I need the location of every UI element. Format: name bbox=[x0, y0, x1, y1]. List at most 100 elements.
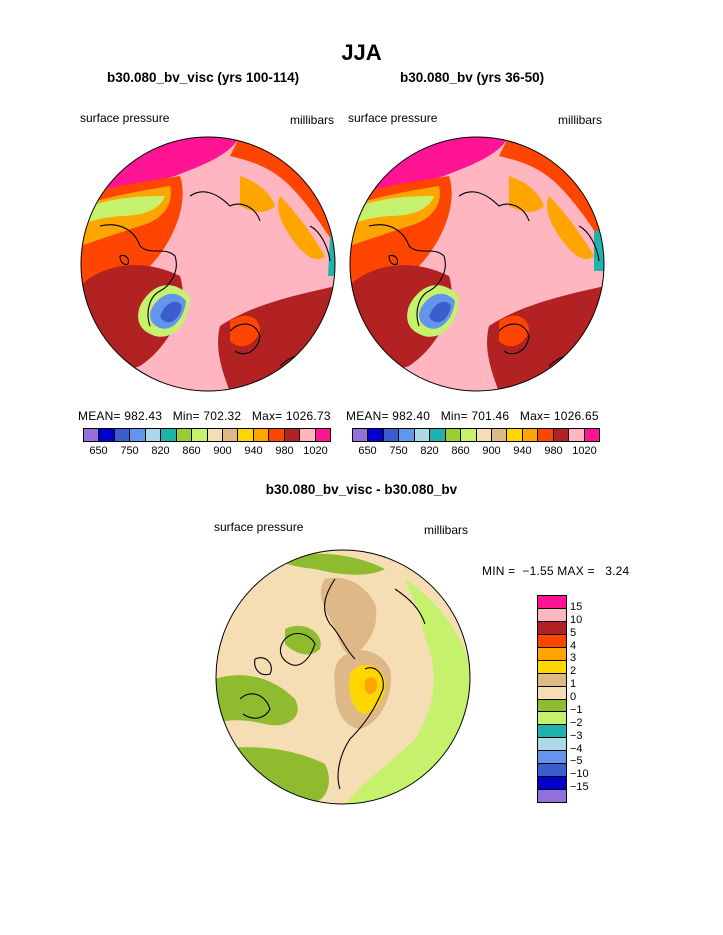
colorbar-swatch bbox=[269, 429, 285, 441]
colorbar-tick-label: 15 bbox=[570, 600, 583, 613]
colorbar-tick-label: 4 bbox=[570, 639, 577, 652]
panel2-variable-label: surface pressure bbox=[348, 111, 438, 125]
diff-stats: MIN = −1.55 MAX = 3.24 bbox=[482, 564, 630, 578]
colorbar-tick-label: 5 bbox=[570, 626, 577, 639]
colorbar-tick-label: 900 bbox=[482, 445, 501, 457]
colorbar-swatch bbox=[145, 429, 162, 441]
colorbar-swatch bbox=[383, 429, 400, 441]
colorbar-swatch bbox=[538, 764, 566, 778]
colorbar-swatch bbox=[253, 429, 270, 441]
colorbar-swatch bbox=[553, 429, 570, 441]
colorbar-tick-label: −4 bbox=[570, 742, 583, 755]
colorbar-tick-label: 820 bbox=[151, 445, 170, 457]
diff-units-label: millibars bbox=[424, 523, 469, 537]
panel2-colorbar bbox=[352, 428, 600, 442]
panel1-colorbar bbox=[83, 428, 331, 442]
colorbar-tick-label: 0 bbox=[570, 691, 577, 703]
colorbar-tick-label: 1 bbox=[570, 678, 577, 691]
colorbar-swatch bbox=[368, 429, 384, 441]
panel1-units-label: millibars bbox=[290, 113, 335, 127]
colorbar-swatch bbox=[353, 429, 369, 441]
colorbar-tick-label: 900 bbox=[213, 445, 232, 457]
colorbar-tick-label: 10 bbox=[570, 613, 583, 626]
panel2-units-label: millibars bbox=[558, 113, 603, 127]
colorbar-swatch bbox=[538, 686, 566, 700]
panel1-polar-map bbox=[80, 136, 336, 392]
colorbar-tick-label: 980 bbox=[275, 445, 294, 457]
colorbar-tick-label: 1020 bbox=[303, 445, 328, 457]
colorbar-swatch bbox=[538, 725, 566, 739]
panel1-variable-label: surface pressure bbox=[80, 111, 170, 125]
colorbar-swatch bbox=[538, 596, 566, 609]
diff-polar-map bbox=[215, 549, 471, 805]
diff-colorbar-ticks: 15 10 5 4 3 2 1 0 −1 −2 −3 −4 −5 −10 −15 bbox=[570, 595, 610, 801]
colorbar-tick-label: −15 bbox=[570, 781, 589, 794]
figure-title: JJA bbox=[341, 40, 382, 65]
colorbar-swatch bbox=[538, 608, 566, 622]
colorbar-swatch bbox=[569, 429, 585, 441]
colorbar-tick-label: 750 bbox=[389, 445, 408, 457]
colorbar-swatch bbox=[192, 429, 208, 441]
colorbar-tick-label: −1 bbox=[570, 703, 583, 716]
colorbar-tick-label: −5 bbox=[570, 755, 583, 768]
colorbar-swatch bbox=[238, 429, 254, 441]
colorbar-swatch bbox=[538, 712, 566, 726]
colorbar-swatch bbox=[99, 429, 115, 441]
panel1-stats: MEAN= 982.43 Min= 702.32 Max= 1026.73 bbox=[78, 409, 331, 423]
colorbar-tick-label: −3 bbox=[570, 729, 583, 742]
colorbar-swatch bbox=[538, 790, 566, 802]
colorbar-swatch bbox=[284, 429, 301, 441]
colorbar-tick-label: 750 bbox=[120, 445, 139, 457]
colorbar-tick-label: 3 bbox=[570, 652, 577, 665]
colorbar-tick-label: 940 bbox=[513, 445, 532, 457]
colorbar-swatch bbox=[507, 429, 523, 441]
colorbar-swatch bbox=[491, 429, 508, 441]
colorbar-swatch bbox=[538, 429, 554, 441]
colorbar-swatch bbox=[130, 429, 146, 441]
colorbar-tick-label: 650 bbox=[358, 445, 377, 457]
colorbar-swatch bbox=[538, 634, 566, 648]
colorbar-swatch bbox=[430, 429, 446, 441]
colorbar-swatch bbox=[538, 738, 566, 752]
colorbar-swatch bbox=[538, 751, 566, 765]
colorbar-tick-label: −10 bbox=[570, 768, 589, 781]
colorbar-swatch bbox=[222, 429, 239, 441]
colorbar-swatch bbox=[461, 429, 477, 441]
colorbar-swatch bbox=[176, 429, 193, 441]
panel1-colorbar-ticks: 650 750 820 860 900 940 980 1020 bbox=[83, 445, 331, 459]
colorbar-tick-label: 860 bbox=[451, 445, 470, 457]
colorbar-swatch bbox=[315, 429, 330, 441]
colorbar-swatch bbox=[414, 429, 431, 441]
colorbar-swatch bbox=[538, 621, 566, 635]
colorbar-swatch bbox=[538, 660, 566, 674]
colorbar-tick-label: 820 bbox=[420, 445, 439, 457]
colorbar-swatch bbox=[84, 429, 100, 441]
colorbar-swatch bbox=[399, 429, 415, 441]
diff-colorbar bbox=[537, 595, 567, 803]
colorbar-swatch bbox=[538, 699, 566, 713]
panel2-colorbar-ticks: 650 750 820 860 900 940 980 1020 bbox=[352, 445, 600, 459]
colorbar-swatch bbox=[476, 429, 492, 441]
panel1-title: b30.080_bv_visc (yrs 100-114) bbox=[107, 70, 300, 85]
colorbar-tick-label: 2 bbox=[570, 665, 577, 678]
diff-variable-label: surface pressure bbox=[214, 520, 304, 534]
panel2-polar-map bbox=[349, 136, 605, 392]
colorbar-swatch bbox=[538, 777, 566, 791]
colorbar-tick-label: 650 bbox=[89, 445, 108, 457]
colorbar-swatch bbox=[114, 429, 131, 441]
panel2-title: b30.080_bv (yrs 36-50) bbox=[400, 70, 545, 85]
colorbar-swatch bbox=[207, 429, 223, 441]
colorbar-swatch bbox=[300, 429, 316, 441]
colorbar-tick-label: 1020 bbox=[572, 445, 597, 457]
panel2-stats: MEAN= 982.40 Min= 701.46 Max= 1026.65 bbox=[346, 409, 599, 423]
diff-title: b30.080_bv_visc - b30.080_bv bbox=[265, 482, 458, 497]
colorbar-swatch bbox=[584, 429, 599, 441]
colorbar-tick-label: 860 bbox=[182, 445, 201, 457]
colorbar-swatch bbox=[161, 429, 177, 441]
colorbar-swatch bbox=[538, 673, 566, 687]
colorbar-swatch bbox=[445, 429, 462, 441]
colorbar-swatch bbox=[522, 429, 539, 441]
colorbar-swatch bbox=[538, 647, 566, 661]
colorbar-tick-label: −2 bbox=[570, 716, 583, 729]
colorbar-tick-label: 940 bbox=[244, 445, 263, 457]
